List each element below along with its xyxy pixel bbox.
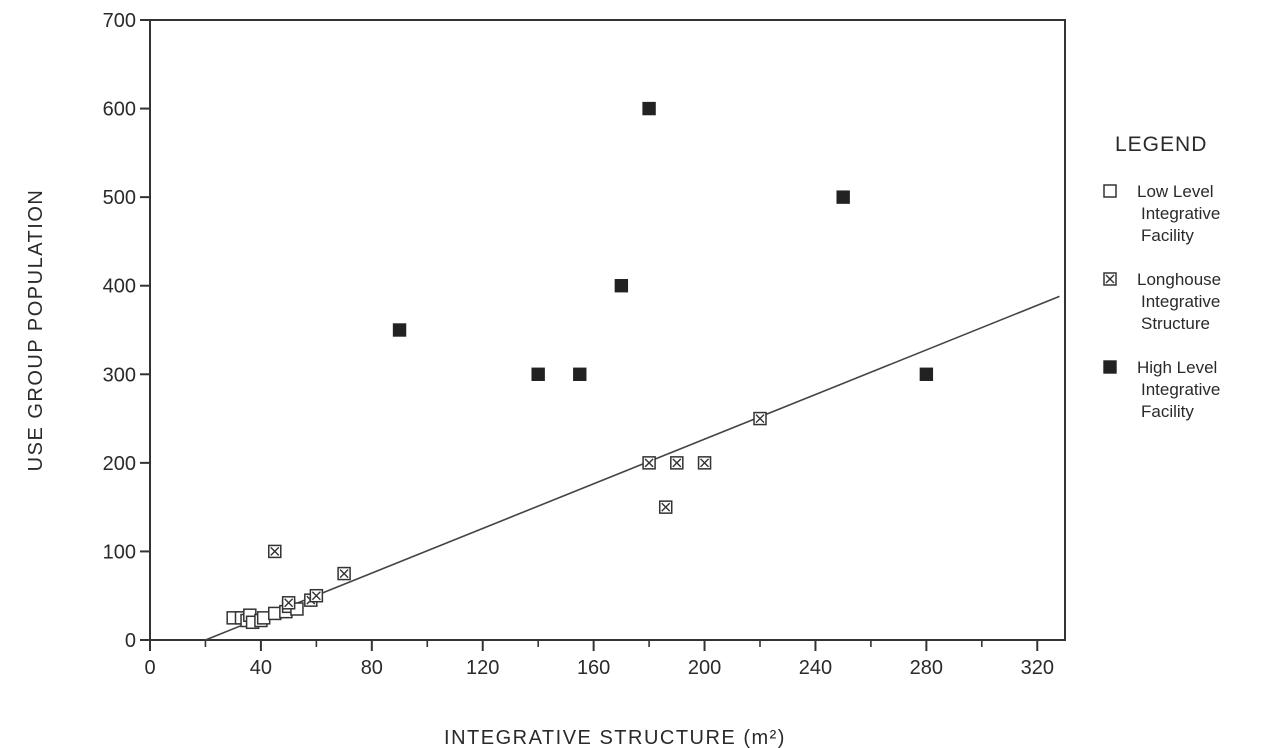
data-point <box>256 611 271 625</box>
data-point <box>337 566 351 581</box>
legend-label: High Level <box>1137 358 1217 377</box>
data-point <box>268 606 282 621</box>
x-tick-label: 160 <box>577 657 610 679</box>
data-point <box>614 279 629 293</box>
x-tick-label: 40 <box>250 657 272 679</box>
x-tick-label: 240 <box>799 657 832 679</box>
y-tick-label: 200 <box>103 453 136 475</box>
x-tick-label: 200 <box>688 657 721 679</box>
y-tick-label: 300 <box>103 364 136 386</box>
data-point <box>392 323 407 337</box>
y-tick-label: 400 <box>103 276 136 298</box>
y-tick-label: 700 <box>103 10 136 32</box>
plot-frame <box>149 19 1066 641</box>
legend-label: Longhouse <box>1137 270 1221 289</box>
y-tick-label: 600 <box>103 99 136 121</box>
legend-label: Integrative <box>1141 380 1220 399</box>
data-points <box>226 101 934 630</box>
x-axis-ticks: 0 40 80 120 160 200 240 280 320 <box>144 640 1054 679</box>
x-tick-label: 80 <box>361 657 383 679</box>
legend-label: Integrative <box>1141 204 1220 223</box>
y-tick-label: 100 <box>103 541 136 563</box>
x-tick-label: 320 <box>1021 657 1054 679</box>
data-point <box>642 456 656 470</box>
data-point <box>309 588 324 603</box>
data-point <box>670 456 684 470</box>
legend-marker <box>1103 360 1117 374</box>
data-point <box>836 190 850 204</box>
data-point <box>919 367 934 381</box>
legend-label: Low Level <box>1137 182 1214 201</box>
x-tick-label: 120 <box>466 657 499 679</box>
legend: LEGEND Low Level Integrative Facility Longh… <box>1103 133 1221 421</box>
legend-marker <box>1103 184 1117 198</box>
x-tick-label: 280 <box>910 657 943 679</box>
x-axis-title: INTEGRATIVE STRUCTURE (m²) <box>444 727 786 748</box>
legend-label: Integrative <box>1141 292 1220 311</box>
y-tick-label: 500 <box>103 187 136 209</box>
legend-label: Facility <box>1141 402 1194 421</box>
legend-label: Structure <box>1141 314 1210 333</box>
legend-marker <box>1103 272 1117 286</box>
legend-label: Facility <box>1141 226 1194 245</box>
x-tick-label: 0 <box>144 657 155 679</box>
y-axis-ticks: 0 100 200 300 400 500 600 700 <box>103 10 150 652</box>
regression-line <box>205 295 1060 641</box>
legend-title: LEGEND <box>1115 133 1207 156</box>
data-point <box>658 500 673 514</box>
data-point <box>642 101 656 116</box>
data-point <box>573 367 587 381</box>
y-axis-title: USE GROUP POPULATION <box>25 189 47 472</box>
data-point <box>531 367 545 381</box>
y-tick-label: 0 <box>125 630 136 652</box>
data-point <box>268 544 282 559</box>
data-point <box>697 456 712 470</box>
data-point <box>753 411 767 426</box>
data-point <box>281 596 296 610</box>
